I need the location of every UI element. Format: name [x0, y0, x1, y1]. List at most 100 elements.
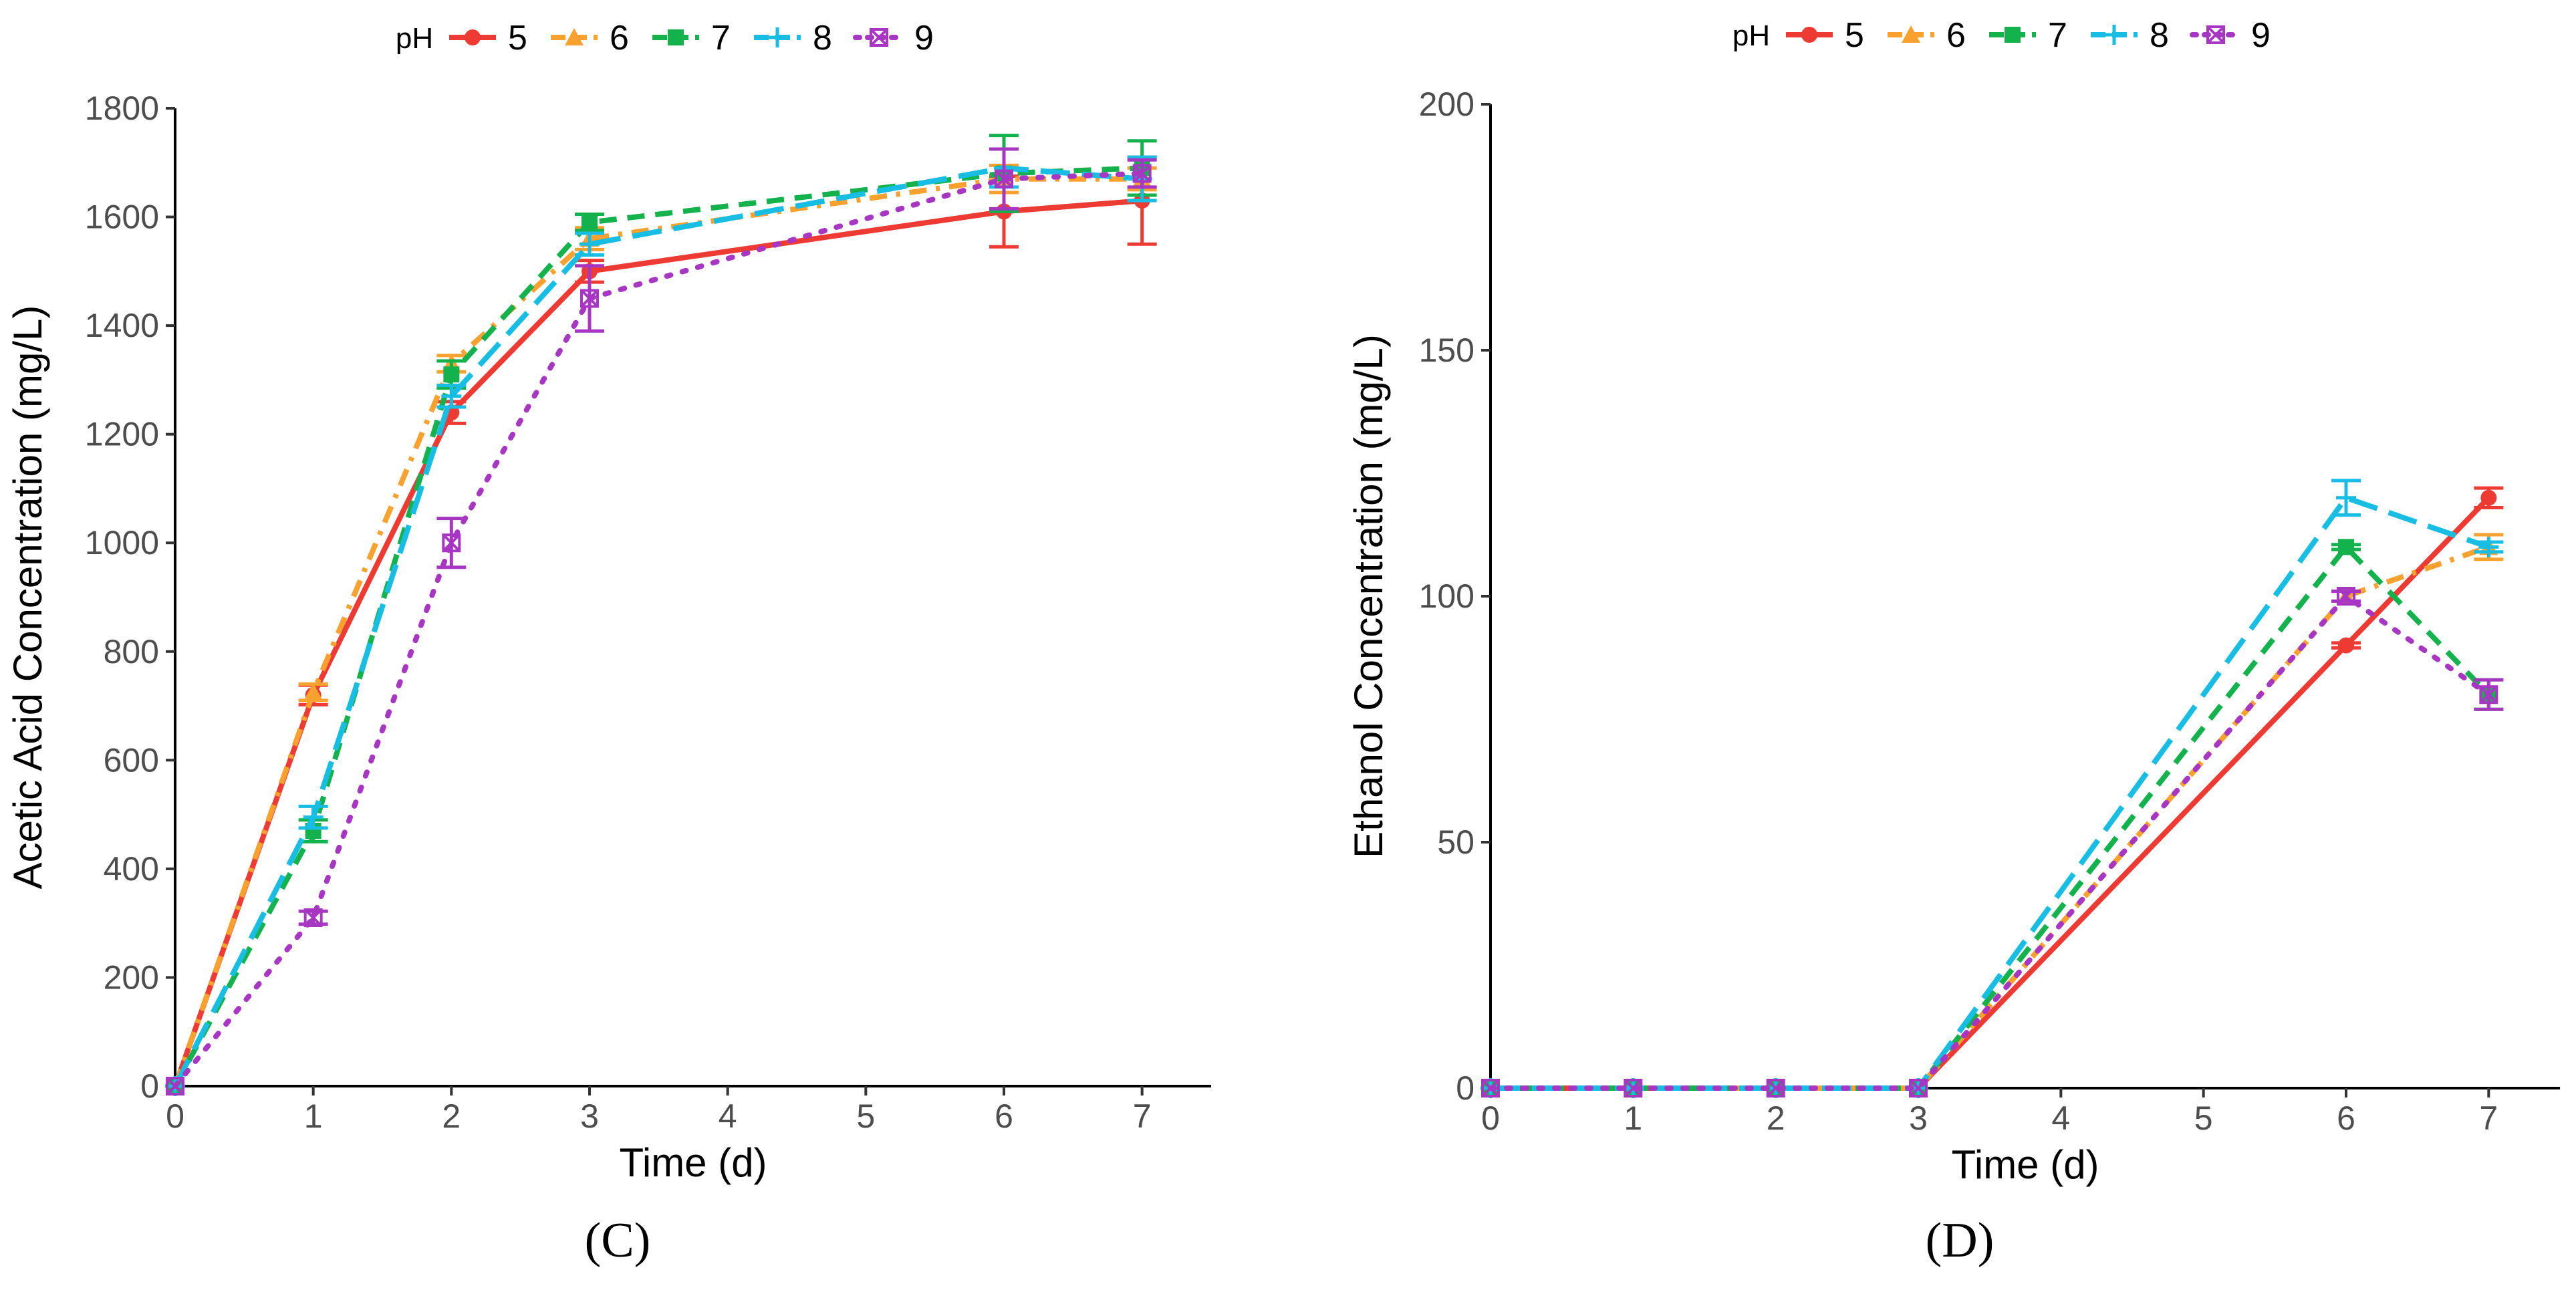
data-point — [2479, 685, 2498, 704]
legend-label: 6 — [1946, 16, 1966, 55]
data-point — [303, 682, 323, 700]
panel-label: (D) — [1926, 1213, 1994, 1268]
x-tick-label: 6 — [995, 1097, 1013, 1135]
series-ph-6 — [166, 163, 1157, 1094]
data-point — [1909, 1079, 1928, 1097]
legend-title: pH — [396, 22, 433, 55]
legend: pH 5 6 7 8 9 — [396, 19, 934, 57]
legend-label: 9 — [2251, 16, 2271, 55]
x-tick-label: 6 — [2337, 1099, 2355, 1137]
x-tick-label: 0 — [1481, 1099, 1500, 1137]
legend-item-ph-7: 7 — [1989, 16, 2067, 55]
data-point — [2338, 637, 2354, 654]
series-ph-5 — [1483, 486, 2504, 1096]
y-tick-label: 1200 — [85, 416, 159, 453]
legend-marker — [2206, 25, 2225, 44]
x-tick-label: 4 — [2051, 1099, 2070, 1137]
legend-item-ph-8: 8 — [2091, 16, 2169, 55]
y-tick-label: 50 — [1437, 823, 1474, 861]
y-tick-label: 0 — [1456, 1069, 1474, 1107]
y-tick-label: 400 — [104, 850, 159, 888]
legend-item-ph-6: 6 — [551, 19, 629, 57]
y-tick-label: 1400 — [85, 307, 159, 344]
y-tick-label: 1600 — [85, 199, 159, 236]
data-point — [2336, 487, 2356, 508]
legend-title: pH — [1732, 19, 1770, 52]
legend-label: 8 — [813, 19, 832, 57]
series-line-ph-6 — [172, 176, 1142, 1087]
x-axis-title: Time (d) — [1951, 1142, 2099, 1187]
y-tick-label: 800 — [104, 633, 159, 670]
legend-marker — [668, 29, 684, 45]
y-tick-label: 1000 — [85, 524, 159, 561]
y-tick-label: 200 — [1419, 86, 1474, 123]
legend-item-ph-5: 5 — [1786, 16, 1864, 55]
series-ph-5 — [167, 155, 1157, 1094]
legend-label: 7 — [2048, 16, 2067, 55]
legend-marker — [2005, 27, 2021, 43]
series-line-ph-5 — [172, 198, 1143, 1087]
legend: pH 5 6 7 8 9 — [1732, 16, 2271, 55]
y-tick-label: 600 — [104, 741, 159, 779]
series-line-ph-7 — [172, 165, 1142, 1087]
series-ph-9 — [1481, 587, 2504, 1097]
series-line-ph-8 — [172, 165, 1143, 1087]
x-axis-title: Time (d) — [619, 1140, 767, 1185]
x-tick-label: 3 — [580, 1097, 599, 1135]
x-tick-label: 7 — [2479, 1099, 2498, 1137]
legend-label: 7 — [711, 19, 731, 57]
series-ph-7 — [167, 134, 1157, 1094]
x-tick-label: 2 — [1767, 1099, 1785, 1137]
data-point — [1624, 1079, 1643, 1097]
panel-c-chart: 0 200 400 600 800 1000 1200 1400 1600 1800 0 1 2 3 4 5 6… — [5, 19, 1211, 1268]
legend-label: 5 — [1845, 16, 1864, 55]
legend-marker — [1801, 27, 1817, 43]
legend-item-ph-6: 6 — [1888, 16, 1966, 55]
x-tick-label: 2 — [442, 1097, 461, 1135]
data-point — [580, 289, 599, 308]
data-point — [442, 533, 461, 553]
data-point — [1132, 164, 1152, 183]
series-ph-8 — [165, 147, 1157, 1096]
legend-marker — [767, 27, 787, 47]
data-point — [2478, 537, 2499, 557]
data-point — [166, 1077, 184, 1095]
data-point — [995, 169, 1013, 188]
y-tick-label: 100 — [1419, 577, 1474, 615]
legend-label: 5 — [508, 19, 527, 57]
data-point — [443, 366, 460, 383]
legend-item-ph-9: 9 — [853, 19, 934, 57]
data-point — [579, 234, 600, 255]
panel-d-chart: 0 50 100 150 200 0 1 2 3 4 5 6 7 Time (d) Ethanol Conc… — [1346, 16, 2560, 1268]
series-ph-9 — [166, 147, 1157, 1095]
legend-marker — [2104, 25, 2124, 45]
x-tick-label: 1 — [1624, 1099, 1642, 1137]
x-tick-label: 5 — [2194, 1099, 2213, 1137]
legend-marker — [565, 28, 584, 45]
data-point — [1481, 1079, 1500, 1097]
legend-label: 9 — [914, 19, 934, 57]
data-point — [1766, 1079, 1785, 1097]
x-tick-label: 7 — [1133, 1097, 1152, 1135]
y-tick-label: 150 — [1419, 332, 1474, 369]
x-tick-label: 4 — [719, 1097, 737, 1135]
x-tick-label: 1 — [304, 1097, 323, 1135]
data-point — [303, 908, 323, 928]
y-axis-title: Acetic Acid Concentration (mg/L) — [5, 305, 50, 890]
legend-marker — [1902, 25, 1920, 43]
legend-label: 6 — [610, 19, 629, 57]
y-tick-label: 0 — [140, 1067, 159, 1105]
panel-label: (C) — [585, 1213, 651, 1268]
data-point — [2337, 587, 2355, 606]
x-tick-label: 3 — [1909, 1099, 1928, 1137]
legend-marker — [870, 28, 888, 47]
legend-item-ph-5: 5 — [449, 19, 527, 57]
legend-label: 8 — [2150, 16, 2169, 55]
y-tick-label: 1800 — [85, 90, 159, 127]
data-point — [2338, 539, 2354, 555]
data-point — [582, 214, 598, 231]
series-line-ph-9 — [1488, 594, 2492, 1091]
series-line-ph-9 — [172, 170, 1145, 1089]
data-point — [303, 807, 324, 827]
